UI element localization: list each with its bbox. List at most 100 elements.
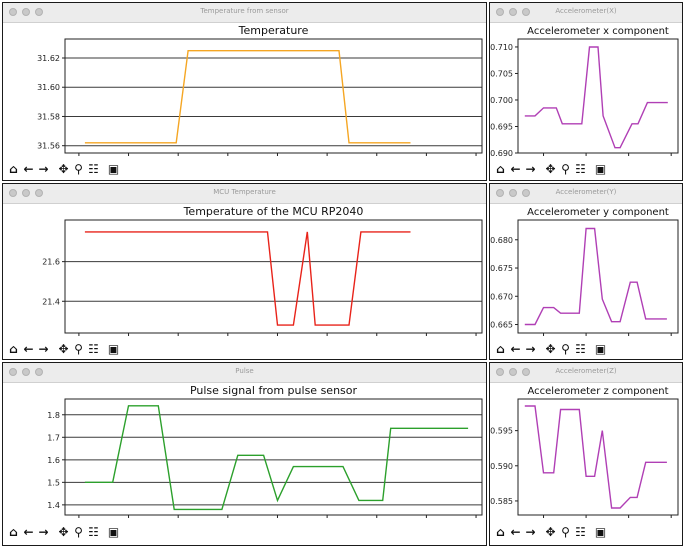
chart-title: Temperature of the MCU RP2040	[183, 205, 364, 218]
y-tick-label: 0.700	[490, 96, 513, 105]
window-title: Accelerometer(X)	[555, 7, 617, 15]
y-tick-label: 0.680	[490, 236, 513, 245]
accelerometer-y-chart[interactable]: Accelerometer y component 0.665 0.670 0.675…	[490, 203, 682, 338]
forward-arrow-icon[interactable]: →	[525, 525, 536, 539]
pan-icon[interactable]: ✥	[545, 342, 556, 356]
configure-subplots-icon[interactable]: ☷	[88, 525, 99, 539]
back-arrow-icon[interactable]: ←	[23, 162, 34, 176]
back-arrow-icon[interactable]: ←	[510, 342, 521, 356]
series-line	[524, 227, 667, 326]
forward-arrow-icon[interactable]: →	[525, 162, 536, 176]
save-icon[interactable]: ▣	[107, 162, 120, 176]
y-tick-label: 1.6	[47, 456, 60, 465]
zoom-icon[interactable]: ⚲	[74, 525, 83, 539]
zoom-icon[interactable]: ⚲	[561, 162, 570, 176]
maximize-window-button[interactable]	[522, 8, 530, 16]
title-bar[interactable]: MCU Temperature	[3, 184, 486, 204]
chart-title: Accelerometer z component	[527, 386, 668, 397]
y-tick-label: 0.690	[490, 149, 513, 158]
zoom-icon[interactable]: ⚲	[74, 162, 83, 176]
minimize-window-button[interactable]	[22, 368, 30, 376]
save-icon[interactable]: ▣	[594, 342, 607, 356]
close-window-button[interactable]	[9, 368, 17, 376]
y-tick-label: 0.675	[490, 264, 513, 273]
minimize-window-button[interactable]	[22, 189, 30, 197]
forward-arrow-icon[interactable]: →	[38, 162, 49, 176]
home-icon[interactable]: ⌂	[496, 525, 505, 539]
configure-subplots-icon[interactable]: ☷	[88, 342, 99, 356]
maximize-window-button[interactable]	[522, 189, 530, 197]
y-tick-label: 0.585	[490, 497, 513, 506]
chart-title: Pulse signal from pulse sensor	[190, 384, 358, 397]
pan-icon[interactable]: ✥	[58, 342, 69, 356]
minimize-window-button[interactable]	[509, 8, 517, 16]
close-window-button[interactable]	[9, 8, 17, 16]
save-icon[interactable]: ▣	[107, 342, 120, 356]
save-icon[interactable]: ▣	[594, 525, 607, 539]
series-line	[524, 46, 668, 149]
minimize-window-button[interactable]	[509, 368, 517, 376]
plot-toolbar: ⌂ ← → ✥ ⚲ ☷ ▣	[490, 338, 682, 359]
forward-arrow-icon[interactable]: →	[38, 525, 49, 539]
pan-icon[interactable]: ✥	[58, 525, 69, 539]
y-tick-label: 21.6	[42, 258, 60, 267]
home-icon[interactable]: ⌂	[496, 162, 505, 176]
configure-subplots-icon[interactable]: ☷	[575, 162, 586, 176]
window-title: Accelerometer(Z)	[555, 367, 617, 375]
y-tick-label: 0.695	[490, 122, 513, 131]
plot-frame	[64, 38, 483, 154]
title-bar[interactable]: Accelerometer(X)	[490, 3, 682, 23]
temperature-chart[interactable]: Temperature31.5631.5831.6031.621057.5106…	[3, 22, 486, 158]
accelerometer-x-chart[interactable]: Accelerometer x component 0.690 0.695 0.700…	[490, 22, 682, 158]
forward-arrow-icon[interactable]: →	[38, 342, 49, 356]
maximize-window-button[interactable]	[35, 189, 43, 197]
zoom-icon[interactable]: ⚲	[561, 342, 570, 356]
zoom-icon[interactable]: ⚲	[74, 342, 83, 356]
plot-frame	[64, 398, 483, 516]
close-window-button[interactable]	[9, 189, 17, 197]
maximize-window-button[interactable]	[35, 368, 43, 376]
back-arrow-icon[interactable]: ←	[510, 525, 521, 539]
home-icon[interactable]: ⌂	[496, 342, 505, 356]
back-arrow-icon[interactable]: ←	[23, 525, 34, 539]
maximize-window-button[interactable]	[35, 8, 43, 16]
title-bar[interactable]: Accelerometer(Y)	[490, 184, 682, 204]
title-bar[interactable]: Pulse	[3, 363, 486, 383]
save-icon[interactable]: ▣	[107, 525, 120, 539]
configure-subplots-icon[interactable]: ☷	[575, 342, 586, 356]
home-icon[interactable]: ⌂	[9, 525, 18, 539]
plot-frame	[517, 219, 679, 334]
maximize-window-button[interactable]	[522, 368, 530, 376]
y-tick-label: 21.4	[42, 297, 60, 306]
pan-icon[interactable]: ✥	[545, 525, 556, 539]
forward-arrow-icon[interactable]: →	[525, 342, 536, 356]
configure-subplots-icon[interactable]: ☷	[88, 162, 99, 176]
series-line	[524, 405, 667, 509]
minimize-window-button[interactable]	[509, 189, 517, 197]
pan-icon[interactable]: ✥	[545, 162, 556, 176]
plot-toolbar: ⌂ ← → ✥ ⚲ ☷ ▣	[3, 158, 486, 180]
home-icon[interactable]: ⌂	[9, 342, 18, 356]
chart-title: Accelerometer x component	[527, 26, 669, 37]
window-accelerometer-y: Accelerometer(Y) Accelerometer y compone…	[489, 183, 683, 360]
mcu-temperature-chart[interactable]: Temperature of the MCU RP204021.421.6105…	[3, 203, 486, 338]
plot-toolbar: ⌂ ← → ✥ ⚲ ☷ ▣	[490, 158, 682, 180]
title-bar[interactable]: Temperature from sensor	[3, 3, 486, 23]
pulse-chart[interactable]: Pulse signal from pulse sensor 1.4 1.5 1.6 1…	[3, 382, 486, 520]
configure-subplots-icon[interactable]: ☷	[575, 525, 586, 539]
pan-icon[interactable]: ✥	[58, 162, 69, 176]
home-icon[interactable]: ⌂	[9, 162, 18, 176]
title-bar[interactable]: Accelerometer(Z)	[490, 363, 682, 383]
accelerometer-z-chart[interactable]: Accelerometer z component 0.585 0.590 0.595…	[490, 382, 682, 520]
back-arrow-icon[interactable]: ←	[510, 162, 521, 176]
close-window-button[interactable]	[496, 368, 504, 376]
save-icon[interactable]: ▣	[594, 162, 607, 176]
y-tick-label: 31.56	[37, 142, 60, 151]
close-window-button[interactable]	[496, 189, 504, 197]
y-tick-label: 31.60	[37, 83, 60, 92]
minimize-window-button[interactable]	[22, 8, 30, 16]
series-line	[84, 405, 469, 511]
zoom-icon[interactable]: ⚲	[561, 525, 570, 539]
back-arrow-icon[interactable]: ←	[23, 342, 34, 356]
close-window-button[interactable]	[496, 8, 504, 16]
